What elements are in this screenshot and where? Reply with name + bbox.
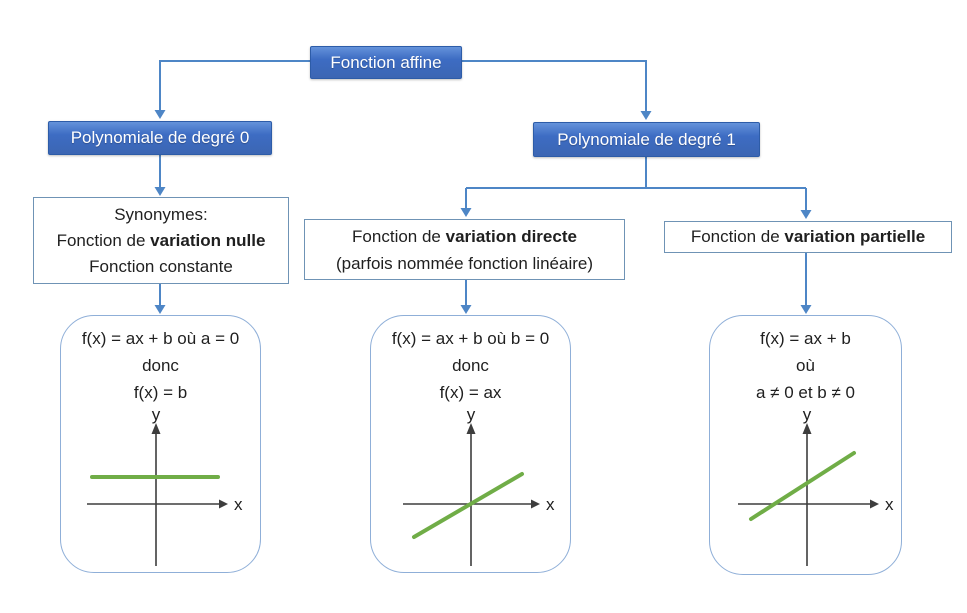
y-axis-label: y [803,406,812,424]
variation-directe-subtitle: (parfois nommée fonction linéaire) [335,254,593,273]
arrowhead-card-constante [154,305,166,314]
arrowhead-card-directe [460,305,472,314]
variation-directe-title: Fonction de variation directe [352,227,577,246]
variation-partielle-title: Fonction de variation partielle [690,227,926,246]
function-line-with-intercept [749,451,856,521]
card-fonction-affine-generale: f(x) = ax + b où a ≠ 0 et b ≠ 0 y x [709,315,902,575]
node-polynomiale-degre-1: Polynomiale de degré 1 [533,122,760,157]
box-variation-directe: Fonction de variation directe (parfois n… [304,219,625,280]
x-axis-label: x [234,495,243,514]
graph-affine-with-intercept: y x [738,406,894,566]
connector-root-to-degree0 [159,60,310,110]
arrowhead-variation-directe [460,208,472,217]
x-axis-label: x [885,495,894,514]
arrowhead-synonymes [154,187,166,196]
box-variation-partielle: Fonction de variation partielle [664,221,952,253]
card-fonction-lineaire: f(x) = ax + b où b = 0 donc f(x) = ax y … [370,315,571,573]
x-axis-arrowhead [531,499,540,509]
graph-linear-through-origin: y x [403,406,555,566]
arrowhead-degree1 [640,111,652,120]
y-axis-arrowhead [151,423,161,434]
arrowhead-degree0 [154,110,166,119]
y-axis-arrowhead [466,423,476,434]
x-axis-arrowhead [219,499,228,509]
y-axis-arrowhead [802,423,812,434]
card-partielle-formula: f(x) = ax + b où a ≠ 0 et b ≠ 0 [756,329,855,402]
y-axis-label: y [467,406,476,424]
arrowhead-variation-partielle [800,210,812,219]
card-fonction-constante: f(x) = ax + b où a = 0 donc f(x) = b y x [60,315,261,573]
synonymes-title: Synonymes: [114,205,208,224]
arrowhead-card-partielle [800,305,812,314]
synonymes-variation-nulle: Fonction de variation nulle [56,231,266,250]
synonymes-fonction-constante: Fonction constante [89,257,233,276]
graph-constant-function: y x [87,406,243,566]
node-fonction-affine: Fonction affine [310,46,462,79]
connector-root-to-degree1 [460,60,647,111]
card-directe-formula: f(x) = ax + b où b = 0 donc f(x) = ax [391,329,550,402]
function-line-through-origin [412,472,524,539]
node-polynomiale-degre-0: Polynomiale de degré 0 [48,121,272,155]
y-axis-label: y [152,406,161,424]
x-axis-arrowhead [870,499,879,509]
box-synonymes: Synonymes: Fonction de variation nulle F… [33,197,289,284]
card-constante-formula: f(x) = ax + b où a = 0 donc f(x) = b [81,329,240,402]
connector-degree1-split [465,155,807,210]
x-axis-label: x [546,495,555,514]
